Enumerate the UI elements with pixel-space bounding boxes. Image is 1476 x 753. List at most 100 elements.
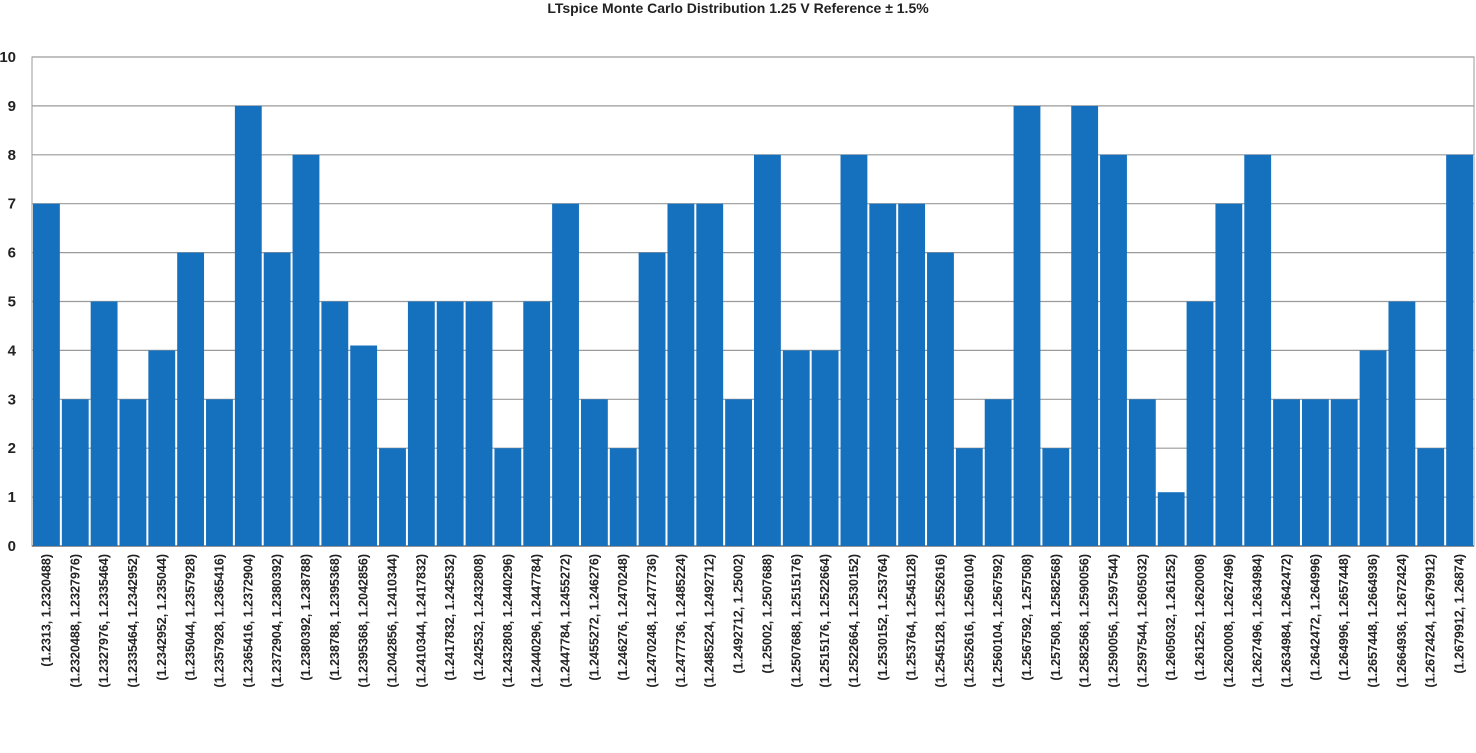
x-category-label: (1.2560104, 1.2567592) xyxy=(991,554,1005,687)
y-tick-label: 8 xyxy=(8,147,16,164)
bar-12 xyxy=(350,345,378,546)
x-category-label: (1.2552616, 1.2560104) xyxy=(962,554,976,687)
x-category-label: (1.2313, 1.2320488) xyxy=(39,554,53,667)
bar-38 xyxy=(1100,154,1127,547)
bar-24 xyxy=(696,203,724,546)
y-tick-label: 1 xyxy=(8,489,16,506)
x-category-label: (1.2634984, 1.2642472) xyxy=(1280,554,1294,687)
x-category-label: (1.242532, 1.2432808) xyxy=(472,554,486,681)
bar-47 xyxy=(1359,350,1387,546)
bar-5 xyxy=(148,350,176,546)
y-tick-label: 10 xyxy=(0,49,16,66)
bar-1 xyxy=(33,203,60,546)
bar-10 xyxy=(292,154,320,547)
y-axis-tick-labels: 0 1 2 3 4 5 6 7 8 9 10 xyxy=(0,49,17,555)
bar-2 xyxy=(61,399,89,546)
x-category-label: (1.253764, 1.2545128) xyxy=(905,554,919,681)
bar-3 xyxy=(90,301,118,546)
x-category-label: (1.2410344, 1.2417832) xyxy=(414,554,428,687)
bar-43 xyxy=(1244,154,1272,547)
bar-32 xyxy=(927,252,954,546)
bar-9 xyxy=(263,252,291,546)
x-category-label: (1.2605032, 1.261252) xyxy=(1164,554,1178,681)
bar-42 xyxy=(1215,203,1243,546)
x-category-label: (1.261252, 1.2620008) xyxy=(1193,554,1207,681)
x-category-label: (1.2455272, 1.246276) xyxy=(587,554,601,681)
bar-37 xyxy=(1071,105,1099,547)
x-category-label: (1.2327976, 1.2335464) xyxy=(97,554,111,687)
bar-28 xyxy=(811,350,839,546)
bar-13 xyxy=(379,448,406,546)
x-category-label: (1.2365416, 1.2372904) xyxy=(241,554,255,687)
x-category-label: (1.2357928, 1.2365416) xyxy=(212,554,226,687)
bar-46 xyxy=(1330,399,1358,546)
chart-title: LTspice Monte Carlo Distribution 1.25 V … xyxy=(547,0,929,16)
x-category-label: (1.2380392, 1.238788) xyxy=(299,554,313,681)
x-category-label: (1.2492712, 1.25002) xyxy=(732,554,746,674)
x-category-label: (1.2507688, 1.2515176) xyxy=(789,554,803,687)
x-category-label: (1.2440296, 1.2447784) xyxy=(530,554,544,687)
bars xyxy=(33,105,1473,547)
bar-25 xyxy=(725,399,752,546)
bar-44 xyxy=(1273,399,1300,546)
bar-21 xyxy=(609,448,637,546)
bar-31 xyxy=(898,203,926,546)
x-category-label: (1.2395368, 1.2042856) xyxy=(357,554,371,687)
bar-36 xyxy=(1042,448,1070,546)
y-tick-label: 5 xyxy=(8,294,16,311)
x-category-label: (1.2042856, 1.2410344) xyxy=(386,554,400,687)
bar-18 xyxy=(523,301,551,546)
bar-19 xyxy=(552,203,579,546)
bar-14 xyxy=(407,301,435,546)
bar-48 xyxy=(1388,301,1416,546)
bar-16 xyxy=(465,301,493,546)
x-category-label: (1.2470248, 1.2477736) xyxy=(645,554,659,687)
x-category-label: (1.2335464, 1.2342952) xyxy=(126,554,140,687)
bar-20 xyxy=(580,399,608,546)
y-tick-label: 6 xyxy=(8,245,16,262)
bar-35 xyxy=(1013,105,1041,547)
bar-30 xyxy=(869,203,897,546)
bar-40 xyxy=(1157,492,1185,546)
bar-23 xyxy=(667,203,695,546)
x-category-label: (1.2432808, 1.2440296) xyxy=(501,554,515,687)
x-category-label: (1.2545128, 1.2552616) xyxy=(933,554,947,687)
x-category-label: (1.2664936, 1.2672424) xyxy=(1395,554,1409,687)
bar-41 xyxy=(1186,301,1214,546)
bar-26 xyxy=(754,154,781,547)
x-category-label: (1.2597544, 1.2605032) xyxy=(1135,554,1149,687)
bar-8 xyxy=(234,105,262,547)
x-category-label: (1.25002, 1.2507688) xyxy=(760,554,774,674)
bar-4 xyxy=(119,399,147,546)
bar-49 xyxy=(1417,448,1445,546)
y-tick-label: 0 xyxy=(8,538,16,555)
bar-7 xyxy=(206,399,233,546)
x-category-label: (1.2485224, 1.2492712) xyxy=(703,554,717,687)
x-category-label: (1.2657448, 1.2664936) xyxy=(1366,554,1380,687)
x-category-label: (1.2417832, 1.242532) xyxy=(443,554,457,681)
x-category-label: (1.264996, 1.2657448) xyxy=(1337,554,1351,681)
bar-39 xyxy=(1128,399,1156,546)
x-category-label: (1.257508, 1.2582568) xyxy=(1049,554,1063,681)
bar-34 xyxy=(984,399,1012,546)
bar-33 xyxy=(955,448,983,546)
x-category-label: (1.2679912, 1.26874) xyxy=(1453,554,1467,674)
x-category-label: (1.2447784, 1.2455272) xyxy=(559,554,573,687)
y-tick-label: 2 xyxy=(8,440,16,457)
bar-11 xyxy=(321,301,349,546)
y-tick-label: 7 xyxy=(8,196,16,213)
bar-15 xyxy=(436,301,464,546)
y-tick-label: 9 xyxy=(8,98,16,115)
x-category-label: (1.2642472, 1.264996) xyxy=(1308,554,1322,681)
x-category-label: (1.2477736, 1.2485224) xyxy=(674,554,688,687)
bar-6 xyxy=(177,252,205,546)
x-category-label: (1.2372904, 1.2380392) xyxy=(270,554,284,687)
x-category-label: (1.2590056, 1.2597544) xyxy=(1107,554,1121,687)
bar-22 xyxy=(638,252,666,546)
y-tick-label: 3 xyxy=(8,391,16,408)
y-tick-label: 4 xyxy=(8,342,17,359)
x-category-label: (1.2672424, 1.2679912) xyxy=(1424,554,1438,687)
x-category-label: (1.2320488, 1.2327976) xyxy=(68,554,82,687)
x-category-label: (1.238788, 1.2395368) xyxy=(328,554,342,681)
x-category-label: (1.2530152, 1.253764) xyxy=(876,554,890,681)
